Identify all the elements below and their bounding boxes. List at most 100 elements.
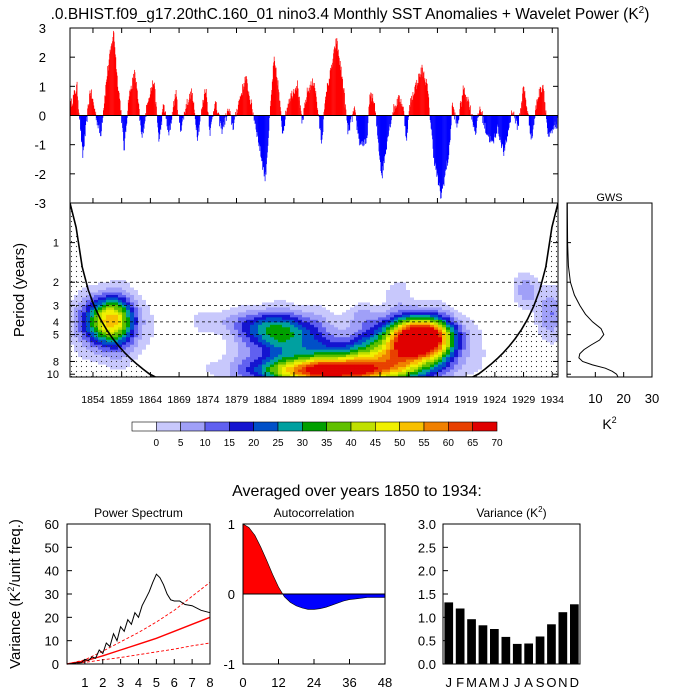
power-cell — [158, 290, 163, 293]
power-cell — [270, 285, 275, 288]
power-cell — [234, 280, 239, 283]
sst-bar — [425, 82, 427, 116]
power-cell — [222, 210, 227, 214]
sst-bar — [521, 101, 523, 116]
power-cell — [262, 302, 267, 306]
power-cell — [210, 292, 215, 296]
power-cell — [262, 212, 267, 216]
power-cell — [146, 332, 151, 336]
power-cell — [118, 342, 123, 346]
power-cell — [258, 334, 263, 338]
sst-bar — [99, 115, 101, 133]
power-cell — [282, 349, 287, 353]
sst-bar — [189, 93, 190, 116]
power-cell — [86, 257, 91, 261]
power-cell — [142, 282, 147, 286]
power-cell — [74, 215, 79, 219]
power-cell — [254, 347, 259, 351]
power-cell — [226, 359, 231, 363]
power-cell — [290, 357, 295, 360]
power-cell — [138, 349, 143, 353]
power-cell — [110, 327, 115, 331]
power-cell — [78, 225, 83, 229]
power-cell — [90, 250, 95, 254]
power-cell — [194, 245, 199, 249]
sst-bar — [492, 115, 494, 142]
power-cell — [230, 374, 235, 378]
sst-bar — [135, 82, 137, 116]
power-cell — [202, 270, 207, 273]
power-cell — [262, 309, 267, 313]
power-cell — [286, 312, 291, 316]
sst-bar — [435, 115, 437, 170]
sst-bar — [85, 115, 87, 122]
power-cell — [226, 357, 231, 360]
power-cell — [278, 342, 283, 346]
power-cell — [230, 210, 235, 214]
power-cell — [178, 337, 183, 341]
power-cell — [262, 205, 267, 209]
sst-bar — [350, 115, 352, 117]
power-cell — [110, 262, 115, 266]
power-cell — [282, 245, 287, 249]
power-cell — [250, 354, 255, 358]
sst-bar — [450, 115, 452, 126]
sst-bar — [496, 115, 498, 134]
power-cell — [138, 203, 143, 206]
power-cell — [270, 374, 275, 378]
power-cell — [226, 250, 231, 254]
y-tick-label: -1 — [34, 138, 46, 153]
power-cell — [170, 275, 175, 278]
sst-bar — [222, 115, 224, 127]
power-cell — [114, 260, 119, 264]
power-cell — [206, 357, 211, 360]
power-cell — [238, 352, 243, 355]
power-cell — [118, 297, 123, 301]
sst-bar — [227, 111, 229, 116]
power-cell — [114, 327, 119, 331]
power-cell — [282, 242, 287, 246]
sst-bar — [208, 115, 210, 127]
power-cell — [190, 337, 195, 341]
power-cell — [182, 287, 187, 291]
power-cell — [122, 215, 127, 219]
sst-bar — [257, 115, 259, 136]
power-cell — [110, 319, 115, 323]
power-cell — [234, 344, 239, 348]
sst-bar — [548, 115, 550, 134]
power-cell — [266, 317, 271, 321]
power-cell — [118, 307, 123, 311]
sst-bar — [527, 111, 529, 116]
power-cell — [126, 317, 131, 321]
power-cell — [242, 257, 247, 261]
power-cell — [90, 294, 95, 298]
power-cell — [110, 265, 115, 268]
power-cell — [142, 232, 147, 236]
power-cell — [270, 232, 275, 236]
power-cell — [170, 250, 175, 254]
sst-bar — [295, 90, 297, 116]
sst-bar — [431, 115, 432, 130]
sst-bar — [199, 115, 200, 125]
power-cell — [186, 309, 191, 313]
sst-bar — [553, 115, 555, 129]
power-cell — [166, 212, 171, 216]
power-cell — [210, 287, 215, 291]
power-cell — [138, 207, 143, 211]
power-cell — [194, 374, 199, 378]
power-cell — [90, 272, 95, 276]
sst-bar — [517, 115, 519, 126]
power-cell — [130, 344, 135, 348]
power-cell — [138, 354, 143, 358]
power-cell — [154, 339, 159, 343]
sst-bar — [428, 107, 430, 116]
sst-bar — [95, 111, 97, 116]
power-cell — [170, 205, 175, 209]
sst-bar — [347, 115, 348, 123]
sst-bar — [424, 80, 425, 116]
power-cell — [186, 319, 191, 323]
power-cell — [234, 369, 239, 373]
sst-bar — [439, 115, 441, 192]
power-cell — [154, 312, 159, 316]
power-cell — [250, 362, 255, 365]
